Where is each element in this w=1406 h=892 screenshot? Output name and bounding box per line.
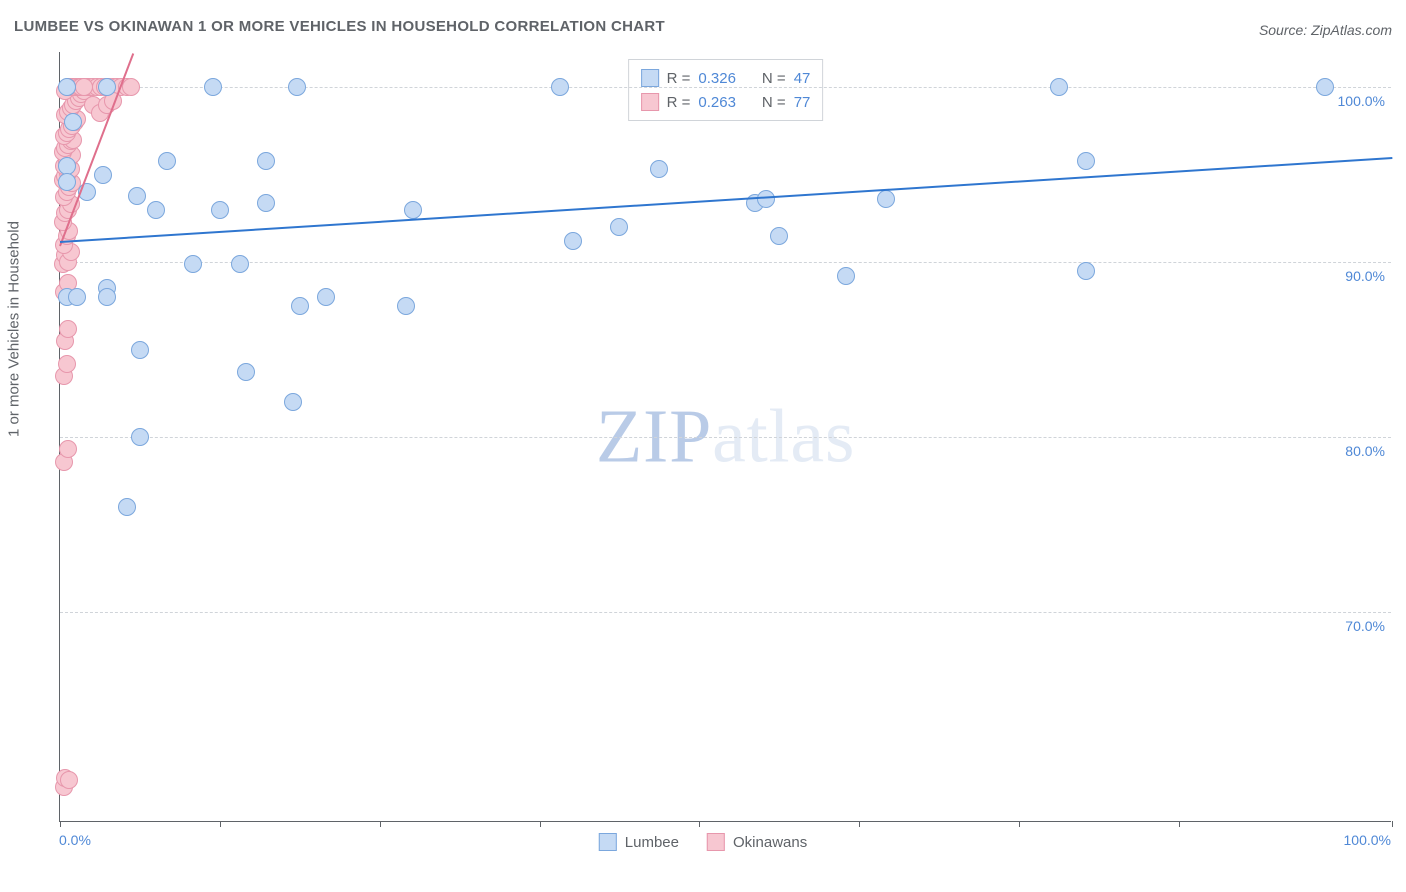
point-lumbee bbox=[257, 152, 275, 170]
point-lumbee bbox=[58, 173, 76, 191]
point-lumbee bbox=[650, 160, 668, 178]
point-lumbee bbox=[158, 152, 176, 170]
gridline bbox=[60, 262, 1391, 263]
point-lumbee bbox=[551, 78, 569, 96]
xtick bbox=[380, 821, 381, 827]
watermark-light: atlas bbox=[712, 394, 855, 478]
point-lumbee bbox=[1077, 152, 1095, 170]
ytick-label: 70.0% bbox=[1345, 618, 1385, 634]
point-lumbee bbox=[257, 194, 275, 212]
n-value-lumbee: 47 bbox=[794, 70, 811, 87]
xtick bbox=[220, 821, 221, 827]
y-axis-label: 1 or more Vehicles in Household bbox=[6, 221, 23, 437]
n-label: N = bbox=[762, 70, 786, 87]
point-lumbee bbox=[1050, 78, 1068, 96]
xtick bbox=[699, 821, 700, 827]
source-label: Source: ZipAtlas.com bbox=[1259, 22, 1392, 38]
ytick-label: 100.0% bbox=[1338, 93, 1385, 109]
point-lumbee bbox=[184, 255, 202, 273]
point-lumbee bbox=[317, 288, 335, 306]
point-lumbee bbox=[1077, 262, 1095, 280]
point-lumbee bbox=[64, 113, 82, 131]
point-lumbee bbox=[237, 363, 255, 381]
point-lumbee bbox=[877, 190, 895, 208]
ytick-label: 90.0% bbox=[1345, 268, 1385, 284]
point-lumbee bbox=[58, 78, 76, 96]
point-lumbee bbox=[98, 78, 116, 96]
gridline bbox=[60, 87, 1391, 88]
point-lumbee bbox=[288, 78, 306, 96]
r-value-lumbee: 0.326 bbox=[698, 70, 736, 87]
xtick bbox=[1392, 821, 1393, 827]
legend-row-okinawan: R = 0.263 N = 77 bbox=[641, 90, 811, 114]
point-lumbee bbox=[118, 498, 136, 516]
point-lumbee bbox=[397, 297, 415, 315]
correlation-legend: R = 0.326 N = 47 R = 0.263 N = 77 bbox=[628, 59, 824, 121]
point-lumbee bbox=[564, 232, 582, 250]
swatch-lumbee bbox=[599, 833, 617, 851]
r-value-okinawan: 0.263 bbox=[698, 94, 736, 111]
xtick bbox=[1179, 821, 1180, 827]
point-lumbee bbox=[610, 218, 628, 236]
point-lumbee bbox=[128, 187, 146, 205]
legend-item-okinawan: Okinawans bbox=[707, 833, 807, 851]
point-lumbee bbox=[404, 201, 422, 219]
point-okinawan bbox=[58, 355, 76, 373]
r-label: R = bbox=[667, 94, 691, 111]
swatch-okinawan bbox=[707, 833, 725, 851]
point-lumbee bbox=[284, 393, 302, 411]
point-lumbee bbox=[211, 201, 229, 219]
legend-item-lumbee: Lumbee bbox=[599, 833, 679, 851]
point-lumbee bbox=[131, 428, 149, 446]
point-lumbee bbox=[94, 166, 112, 184]
watermark-strong: ZIP bbox=[596, 394, 712, 478]
swatch-lumbee bbox=[641, 69, 659, 87]
point-lumbee bbox=[147, 201, 165, 219]
point-okinawan bbox=[75, 78, 93, 96]
point-lumbee bbox=[131, 341, 149, 359]
point-lumbee bbox=[204, 78, 222, 96]
ytick-label: 80.0% bbox=[1345, 443, 1385, 459]
xtick bbox=[1019, 821, 1020, 827]
xtick bbox=[540, 821, 541, 827]
point-lumbee bbox=[98, 288, 116, 306]
point-lumbee bbox=[757, 190, 775, 208]
point-okinawan bbox=[59, 440, 77, 458]
xtick-label: 0.0% bbox=[59, 832, 91, 848]
point-okinawan bbox=[59, 320, 77, 338]
xtick bbox=[60, 821, 61, 827]
gridline bbox=[60, 437, 1391, 438]
legend-label-lumbee: Lumbee bbox=[625, 834, 679, 851]
series-legend: Lumbee Okinawans bbox=[599, 833, 807, 851]
point-okinawan bbox=[60, 771, 78, 789]
r-label: R = bbox=[667, 70, 691, 87]
point-lumbee bbox=[837, 267, 855, 285]
point-lumbee bbox=[68, 288, 86, 306]
n-value-okinawan: 77 bbox=[794, 94, 811, 111]
xtick-label: 100.0% bbox=[1344, 832, 1391, 848]
n-label: N = bbox=[762, 94, 786, 111]
xtick bbox=[859, 821, 860, 827]
point-lumbee bbox=[291, 297, 309, 315]
chart-title: LUMBEE VS OKINAWAN 1 OR MORE VEHICLES IN… bbox=[14, 18, 665, 35]
gridline bbox=[60, 612, 1391, 613]
swatch-okinawan bbox=[641, 93, 659, 111]
point-lumbee bbox=[770, 227, 788, 245]
point-okinawan bbox=[122, 78, 140, 96]
plot-area: ZIPatlas R = 0.326 N = 47 R = 0.263 N = … bbox=[59, 52, 1391, 822]
legend-label-okinawan: Okinawans bbox=[733, 834, 807, 851]
point-lumbee bbox=[1316, 78, 1334, 96]
point-lumbee bbox=[231, 255, 249, 273]
